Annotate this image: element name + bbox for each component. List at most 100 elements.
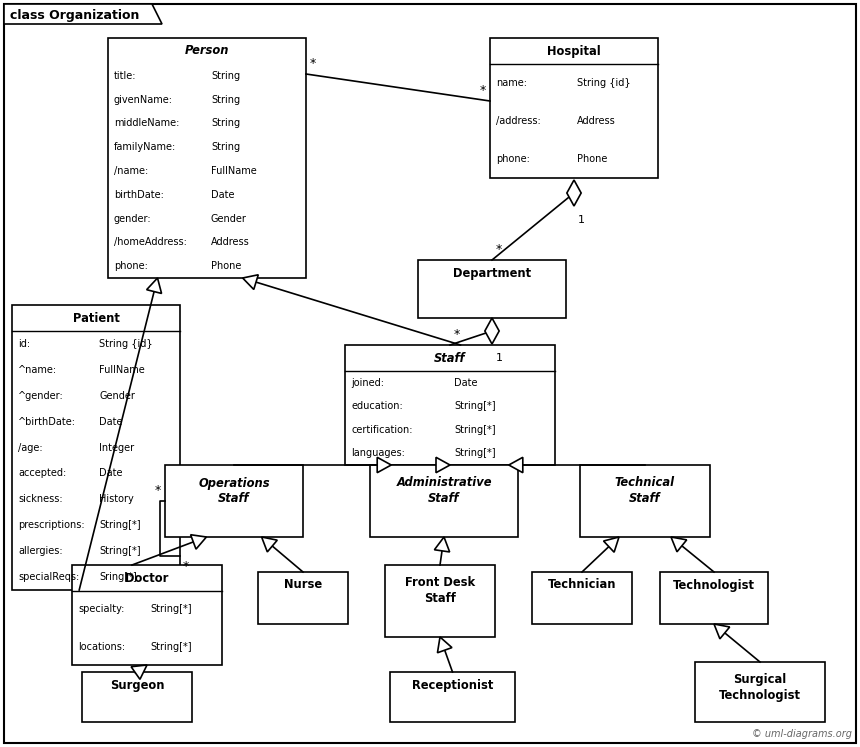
Text: String: String [211, 71, 240, 81]
Text: locations:: locations: [78, 642, 125, 651]
Text: © uml-diagrams.org: © uml-diagrams.org [752, 729, 852, 739]
Text: String[*]: String[*] [454, 401, 496, 412]
Text: Technician: Technician [548, 578, 617, 592]
Text: birthDate:: birthDate: [114, 190, 164, 199]
Polygon shape [671, 537, 687, 552]
Bar [490, 38, 658, 178]
Polygon shape [567, 180, 581, 206]
Text: Patient: Patient [72, 311, 120, 324]
Text: String {id}: String {id} [577, 78, 631, 88]
Polygon shape [604, 537, 619, 552]
Text: ^birthDate:: ^birthDate: [18, 417, 76, 427]
Polygon shape [378, 457, 391, 473]
Bar [660, 572, 768, 624]
Text: String[*]: String[*] [454, 425, 496, 435]
Text: *: * [183, 560, 189, 573]
Text: Technical
Staff: Technical Staff [615, 477, 675, 506]
Bar [580, 465, 710, 537]
Polygon shape [4, 4, 162, 24]
Text: ^gender:: ^gender: [18, 391, 64, 400]
Text: specialty:: specialty: [78, 604, 125, 615]
Text: Sring[*]: Sring[*] [100, 572, 137, 582]
Text: Administrative
Staff: Administrative Staff [396, 477, 492, 506]
Bar [695, 662, 825, 722]
Text: 1: 1 [578, 215, 585, 225]
Text: name:: name: [496, 78, 527, 88]
Polygon shape [436, 457, 450, 473]
Text: *: * [454, 328, 460, 341]
Text: Staff: Staff [434, 352, 466, 365]
Text: Date: Date [454, 378, 477, 388]
Text: allergies:: allergies: [18, 546, 63, 557]
Text: languages:: languages: [351, 448, 405, 458]
Text: sickness:: sickness: [18, 495, 63, 504]
Text: Technologist: Technologist [673, 578, 755, 592]
Text: education:: education: [351, 401, 402, 412]
Bar [12, 305, 180, 590]
Text: familyName:: familyName: [114, 142, 176, 152]
Text: Address: Address [211, 238, 249, 247]
Text: History: History [100, 495, 134, 504]
Text: Date: Date [211, 190, 235, 199]
Polygon shape [509, 457, 523, 473]
Text: id:: id: [18, 339, 30, 349]
Text: Surgeon: Surgeon [110, 678, 164, 692]
Text: *: * [310, 57, 316, 70]
Polygon shape [146, 278, 162, 294]
Text: /name:: /name: [114, 166, 148, 176]
Text: title:: title: [114, 71, 137, 81]
Bar [385, 565, 495, 637]
Text: certification:: certification: [351, 425, 413, 435]
Text: Date: Date [100, 417, 123, 427]
Bar [345, 345, 555, 465]
Polygon shape [434, 537, 450, 552]
Text: /age:: /age: [18, 442, 43, 453]
Text: phone:: phone: [496, 154, 530, 164]
Text: joined:: joined: [351, 378, 384, 388]
Bar [108, 38, 306, 278]
Polygon shape [131, 665, 147, 679]
Text: String[*]: String[*] [100, 546, 141, 557]
Text: *: * [480, 84, 486, 97]
Bar [532, 572, 632, 624]
Text: Front Desk
Staff: Front Desk Staff [405, 577, 475, 606]
Text: String: String [211, 119, 240, 128]
Text: Department: Department [453, 267, 531, 279]
Text: String[*]: String[*] [150, 642, 192, 651]
Text: *: * [155, 484, 161, 497]
Bar [390, 672, 515, 722]
Text: Receptionist: Receptionist [412, 678, 493, 692]
Text: String[*]: String[*] [100, 520, 141, 530]
Text: specialReqs:: specialReqs: [18, 572, 79, 582]
Text: Integer: Integer [100, 442, 134, 453]
Text: givenName:: givenName: [114, 95, 173, 105]
Text: Hospital: Hospital [547, 45, 601, 58]
Text: Phone: Phone [211, 261, 242, 271]
Bar [165, 465, 303, 537]
Text: String[*]: String[*] [454, 448, 496, 458]
Polygon shape [438, 637, 452, 653]
Text: 1: 1 [496, 353, 503, 363]
Text: Operations
Staff: Operations Staff [198, 477, 270, 506]
Text: FullName: FullName [211, 166, 257, 176]
Text: /homeAddress:: /homeAddress: [114, 238, 187, 247]
Text: String[*]: String[*] [150, 604, 192, 615]
Bar [418, 260, 566, 318]
Text: Person: Person [185, 45, 230, 58]
Polygon shape [191, 535, 206, 549]
Bar [258, 572, 348, 624]
Bar [370, 465, 518, 537]
Text: accepted:: accepted: [18, 468, 66, 478]
Text: *: * [496, 243, 502, 256]
Text: class Organization: class Organization [10, 10, 139, 22]
Text: String: String [211, 95, 240, 105]
Text: /address:: /address: [496, 116, 541, 126]
Text: middleName:: middleName: [114, 119, 180, 128]
Text: Phone: Phone [577, 154, 608, 164]
Text: gender:: gender: [114, 214, 151, 223]
Text: Doctor: Doctor [126, 571, 169, 584]
Polygon shape [261, 537, 277, 552]
Text: Date: Date [100, 468, 123, 478]
Text: Surgical
Technologist: Surgical Technologist [719, 674, 801, 702]
Polygon shape [714, 624, 729, 639]
